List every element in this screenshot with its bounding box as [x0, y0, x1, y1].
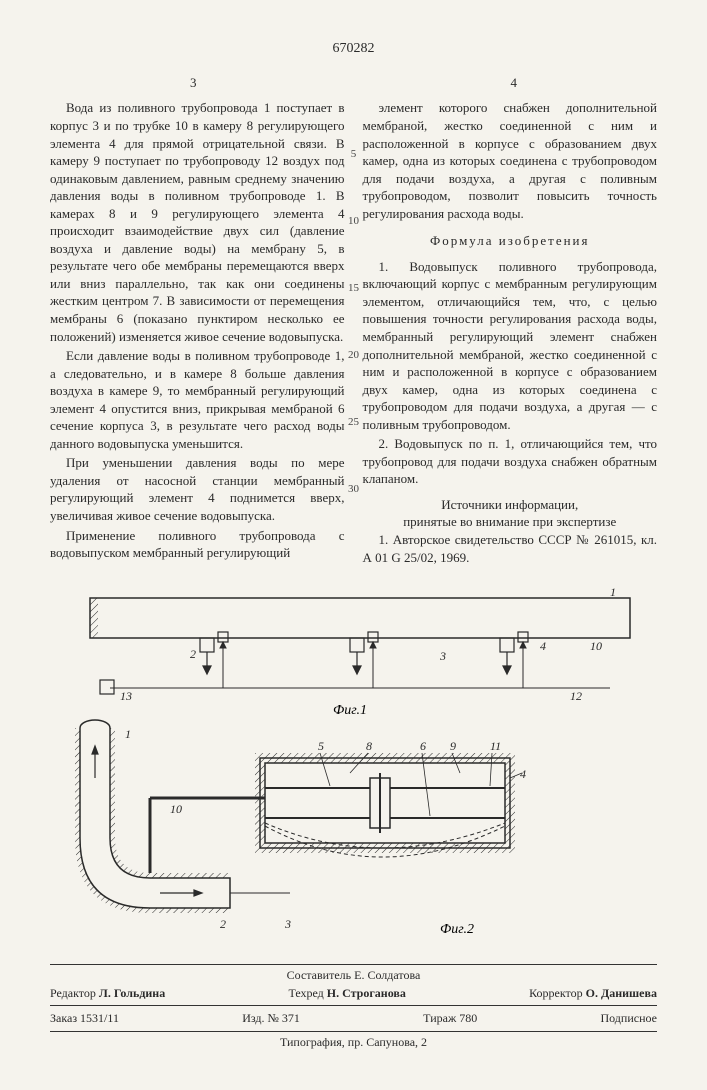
svg-text:2: 2 [220, 917, 226, 931]
svg-text:5: 5 [318, 739, 324, 753]
column-right: элемент которого снабжен дополнительной … [363, 99, 658, 568]
svg-text:9: 9 [450, 739, 456, 753]
footer-block: Составитель Е. Солдатова Редактор Л. Гол… [50, 964, 657, 1050]
line-num: 30 [348, 482, 359, 497]
composer-label: Составитель [287, 968, 351, 982]
claim: 2. Водовыпуск по п. 1, отличающийся тем,… [363, 435, 658, 488]
svg-text:10: 10 [590, 639, 602, 653]
paragraph: Если давление воды в поливном трубопрово… [50, 347, 345, 452]
line-num: 5 [351, 147, 357, 162]
svg-text:1: 1 [125, 727, 131, 741]
page-number-left: 3 [190, 74, 197, 92]
typography-line: Типография, пр. Сапунова, 2 [50, 1034, 657, 1050]
figures-block: 1 2 3 4 10 12 13 Фиг.1 [50, 588, 657, 948]
fig1-label: Фиг.1 [333, 703, 367, 718]
sources-line2: принятые во внимание при экспертизе [403, 514, 616, 529]
paragraph: Применение поливного трубопровода с водо… [50, 527, 345, 562]
corrector-name: О. Данишева [586, 986, 657, 1000]
tirazh: Тираж 780 [423, 1010, 477, 1026]
svg-text:6: 6 [420, 739, 426, 753]
tech-name: Н. Строганова [327, 986, 406, 1000]
editor-label: Редактор [50, 986, 96, 1000]
sources-line1: Источники информации, [441, 497, 578, 512]
svg-text:3: 3 [439, 649, 446, 663]
reference: 1. Авторское свидетельство СССР № 261015… [363, 531, 658, 566]
paragraph: Вода из поливного трубопровода 1 поступа… [50, 99, 345, 345]
editor-name: Л. Гольдина [99, 986, 165, 1000]
svg-text:2: 2 [190, 647, 196, 661]
line-num: 20 [348, 348, 359, 363]
column-left: Вода из поливного трубопровода 1 поступа… [50, 99, 345, 568]
svg-text:12: 12 [570, 689, 582, 703]
svg-text:4: 4 [540, 639, 546, 653]
formula-title: Формула изобретения [363, 232, 658, 250]
corrector-label: Корректор [529, 986, 583, 1000]
claim: 1. Водовыпуск поливного трубопровода, вк… [363, 258, 658, 433]
composer-name: Е. Солдатова [354, 968, 420, 982]
figure-1: 1 2 3 4 10 12 13 Фиг.1 [50, 588, 650, 718]
order-number: Заказ 1531/11 [50, 1010, 119, 1026]
sources-title: Источники информации, принятые во вниман… [363, 496, 658, 531]
tech-label: Техред [288, 986, 323, 1000]
figure-2: 1 2 3 4 5 6 8 9 11 10 Фиг.2 [50, 718, 650, 948]
izd-number: Изд. № 371 [242, 1010, 300, 1026]
paragraph: элемент которого снабжен дополнительной … [363, 99, 658, 222]
svg-text:11: 11 [490, 739, 501, 753]
text-columns: 5 10 15 20 25 30 Вода из поливного трубо… [50, 99, 657, 568]
svg-text:4: 4 [520, 767, 526, 781]
svg-text:13: 13 [120, 689, 132, 703]
page-headers: 3 4 [50, 74, 657, 92]
document-number: 670282 [50, 40, 657, 59]
svg-text:10: 10 [170, 802, 182, 816]
paragraph: При уменьшении давления воды по мере уда… [50, 454, 345, 524]
subscription: Подписное [600, 1010, 657, 1026]
fig2-label: Фиг.2 [440, 922, 474, 937]
svg-text:3: 3 [284, 917, 291, 931]
line-num: 25 [348, 415, 359, 430]
svg-text:1: 1 [610, 588, 616, 599]
page-number-right: 4 [511, 74, 518, 92]
line-num: 15 [348, 281, 359, 296]
line-num: 10 [348, 214, 359, 229]
svg-text:8: 8 [366, 739, 372, 753]
